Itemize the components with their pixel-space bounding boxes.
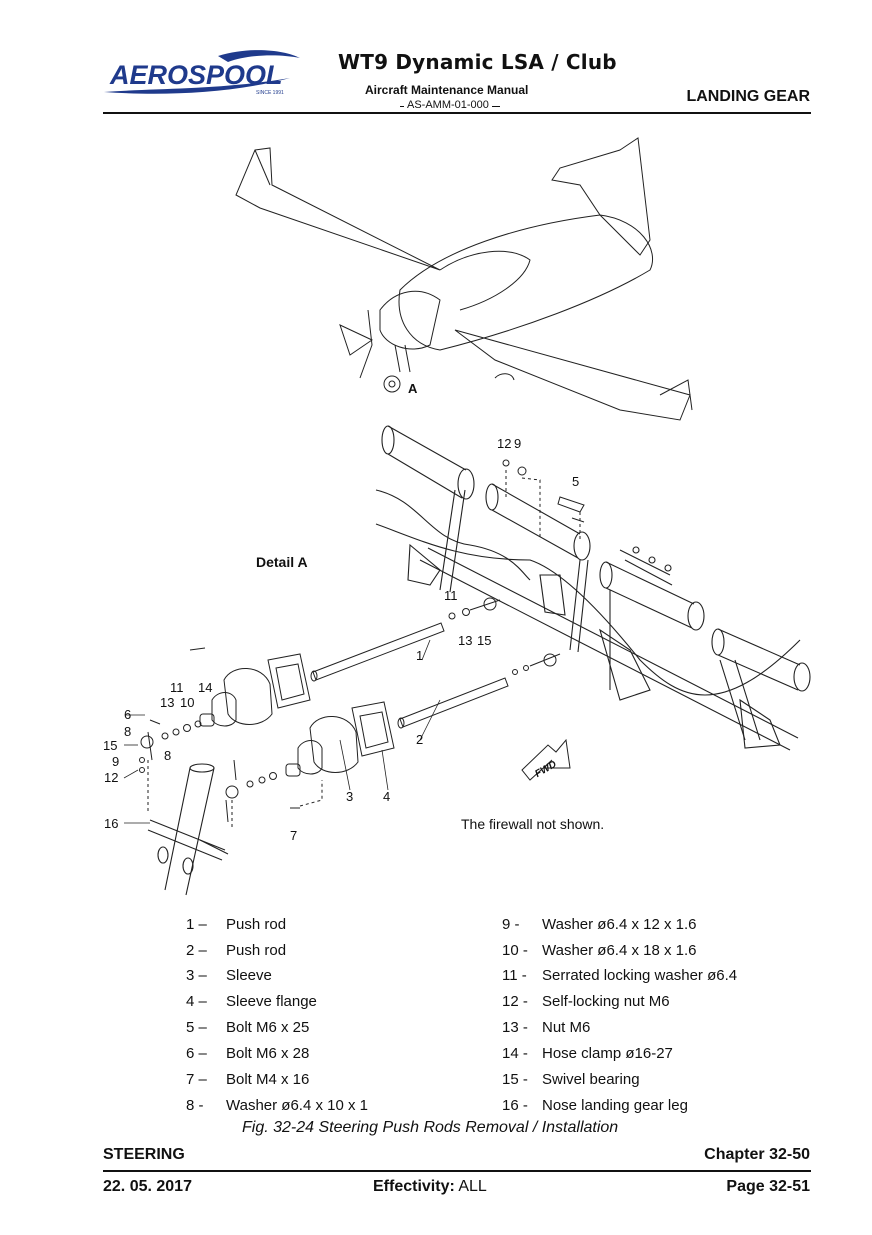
legend-item: 11 - Serrated locking washer ø6.4: [502, 967, 738, 984]
callout-3: 3: [346, 789, 353, 804]
callout-13a: 13: [458, 633, 472, 648]
callout-11b: 11: [170, 680, 184, 695]
legend-item: 15 - Swivel bearing: [502, 1071, 640, 1088]
callout-9b: 9: [112, 754, 119, 769]
callout-7: 7: [290, 828, 297, 843]
document-title: WT9 Dynamic LSA / Club: [338, 50, 617, 74]
legend-item: 10 - Washer ø6.4 x 18 x 1.6: [502, 942, 697, 959]
callout-12b: 12: [104, 770, 118, 785]
callout-1: 1: [416, 648, 423, 663]
sleeves: [199, 653, 395, 777]
callout-15b: 15: [103, 738, 117, 753]
view-label: A: [408, 381, 418, 396]
callout-labels: 12 9 5 11 13 15 1 2 3 4 6 8 13 10 11 14 …: [103, 436, 579, 843]
callout-8a: 8: [124, 724, 131, 739]
document-code: AS-AMM-01-000: [404, 99, 492, 111]
callout-11a: 11: [444, 588, 458, 603]
legend-item: 12 - Self-locking nut M6: [502, 993, 670, 1010]
callout-4: 4: [383, 789, 390, 804]
document-subtitle: Aircraft Maintenance Manual: [365, 83, 529, 97]
legend-item: 9 - Washer ø6.4 x 12 x 1.6: [502, 916, 697, 933]
effectivity-label: Effectivity:: [373, 1178, 455, 1195]
effectivity-value: ALL: [458, 1178, 487, 1195]
legend-item: 4 – Sleeve flange: [186, 993, 317, 1010]
legend-item: 8 - Washer ø6.4 x 10 x 1: [186, 1097, 369, 1114]
callout-14: 14: [198, 680, 212, 695]
firewall-note: The firewall not shown.: [461, 816, 605, 832]
chapter-name: LANDING GEAR: [686, 88, 810, 105]
logo-tagline: SINCE 1991: [256, 90, 284, 96]
steering-diagram: A: [103, 137, 811, 896]
legend-item: 16 - Nose landing gear leg: [502, 1097, 688, 1114]
callout-9a: 9: [514, 436, 521, 451]
footer-divider: [103, 1170, 811, 1172]
figure-caption: Fig. 32-24 Steering Push Rods Removal / …: [242, 1119, 619, 1136]
logo-wordmark: AEROSPOOL: [109, 60, 283, 90]
callout-6: 6: [124, 707, 131, 722]
detail-label: Detail A: [256, 554, 308, 570]
hardware-left: [139, 647, 323, 830]
callout-leaders: [123, 639, 441, 824]
legend-item: 2 – Push rod: [186, 942, 287, 959]
revision-date: 22. 05. 2017: [103, 1178, 192, 1195]
nose-gear-leg: [147, 763, 229, 896]
svg-text:FWD: FWD: [533, 759, 558, 780]
aircraft-overview: A: [235, 137, 693, 421]
legend-item: 13 - Nut M6: [502, 1019, 591, 1036]
callout-12a: 12: [497, 436, 511, 451]
hardware-top: [502, 459, 585, 540]
legend-item: 3 – Sleeve: [186, 967, 272, 984]
effectivity: Effectivity: ALL: [373, 1178, 487, 1196]
section-name: STEERING: [103, 1146, 185, 1163]
engine-mount-frame: [375, 425, 811, 751]
fwd-arrow-icon: FWD: [521, 738, 571, 781]
callout-15a: 15: [477, 633, 491, 648]
steering-figure: A: [100, 120, 812, 910]
callout-16: 16: [104, 816, 118, 831]
header-divider: [103, 112, 811, 114]
callout-5: 5: [572, 474, 579, 489]
callout-8b: 8: [164, 748, 171, 763]
legend-item: 7 – Bolt M4 x 16: [186, 1071, 310, 1088]
aerospool-logo: AEROSPOOL SINCE 1991: [100, 48, 305, 100]
legend-item: 1 – Push rod: [186, 916, 287, 933]
callout-2: 2: [416, 732, 423, 747]
chapter-number: Chapter 32-50: [704, 1146, 810, 1163]
push-rods: [310, 597, 561, 729]
legend-item: 6 – Bolt M6 x 28: [186, 1045, 310, 1062]
page-number: Page 32-51: [726, 1178, 810, 1195]
legend-item: 5 – Bolt M6 x 25: [186, 1019, 310, 1036]
legend-item: 14 - Hose clamp ø16-27: [502, 1045, 673, 1062]
callout-10: 10: [180, 695, 194, 710]
callout-13b: 13: [160, 695, 174, 710]
